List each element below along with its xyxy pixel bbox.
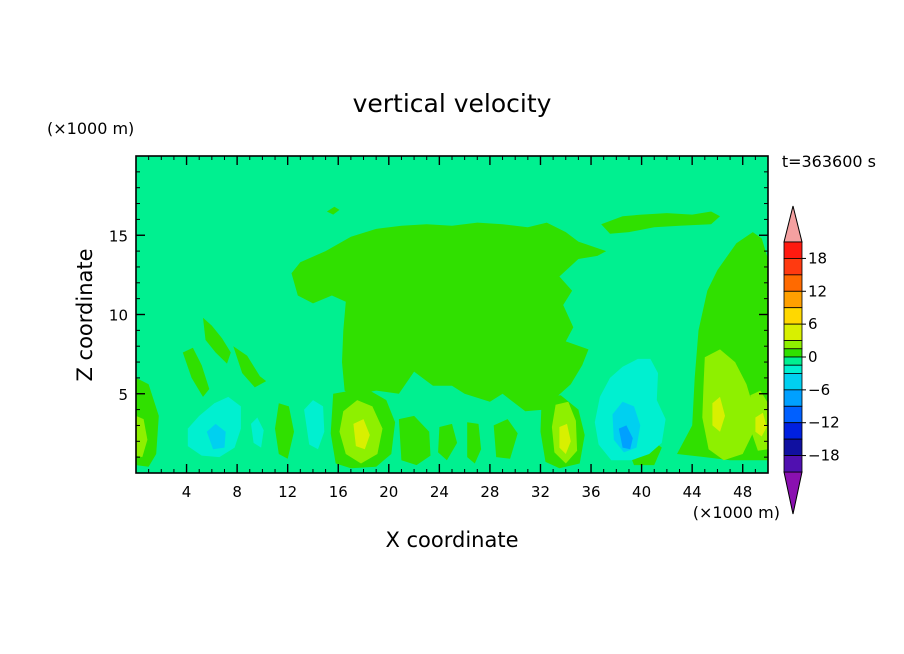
colorbar-swatch	[783, 307, 803, 325]
colorbar-swatch	[783, 389, 803, 407]
contour-region-6	[233, 346, 267, 388]
x-axis: 4 8 12 16 20 24 28 32 36 40 44 48	[148, 156, 756, 501]
contour-region-0	[291, 222, 607, 412]
contour-fill-layer	[136, 206, 768, 469]
contour-region-30	[206, 423, 226, 450]
contour-region-11	[467, 422, 482, 464]
x-unit-label: (×1000 m)	[693, 503, 780, 522]
y-tick-label: 5	[118, 386, 128, 404]
time-label: t=363600 s	[782, 152, 876, 171]
colorbar-tick-label: 6	[808, 315, 818, 333]
contour-region-24	[755, 412, 767, 437]
contour-region-16	[702, 349, 755, 461]
x-tick-label: 48	[733, 483, 752, 501]
chart-title: vertical velocity	[353, 89, 552, 118]
x-tick-label: 16	[329, 483, 348, 501]
colorbar-tick-label: −12	[808, 414, 840, 432]
contour-region-5	[182, 347, 210, 397]
colorbar: 18 12 6 0 −6 −12 −18	[783, 205, 840, 515]
colorbar-swatch	[783, 373, 803, 391]
colorbar-swatch	[783, 364, 803, 374]
colorbar-swatch	[783, 241, 803, 259]
colorbar-over-arrow	[783, 205, 803, 243]
contour-region-31	[618, 425, 633, 450]
contour-region-28	[251, 417, 264, 448]
x-tick-label: 28	[480, 483, 499, 501]
colorbar-tick-label: −18	[808, 447, 840, 465]
colorbar-swatch	[783, 348, 803, 358]
colorbar-swatch	[783, 323, 803, 341]
x-tick-label: 4	[182, 483, 192, 501]
x-tick-label: 40	[632, 483, 651, 501]
x-axis-label: X coordinate	[385, 528, 518, 552]
x-tick-label: 36	[581, 483, 600, 501]
contour-region-4	[203, 317, 231, 364]
colorbar-swatch	[783, 274, 803, 292]
colorbar-tick-label: −6	[808, 381, 830, 399]
contour-region-1	[601, 211, 720, 234]
colorbar-swatch	[783, 258, 803, 276]
contour-region-8	[275, 403, 294, 459]
contour-region-21	[353, 419, 370, 450]
colorbar-swatch	[783, 340, 803, 350]
colorbar-swatch	[783, 290, 803, 309]
colorbar-tick-label: 18	[808, 249, 827, 267]
x-tick-label: 24	[430, 483, 449, 501]
contour-region-12	[398, 415, 431, 466]
y-tick-label: 10	[109, 307, 128, 325]
x-tick-label: 12	[278, 483, 297, 501]
contour-region-20	[136, 415, 148, 458]
y-tick-label: 15	[109, 227, 128, 245]
colorbar-swatch	[783, 422, 803, 440]
colorbar-under-arrow	[783, 471, 803, 515]
colorbar-swatch	[783, 438, 803, 456]
y-unit-label: (×1000 m)	[47, 119, 134, 138]
x-tick-label: 20	[379, 483, 398, 501]
x-tick-label: 44	[683, 483, 702, 501]
contour-region-2	[326, 206, 340, 215]
colorbar-swatch	[783, 455, 803, 473]
colorbar-tick-label: 12	[808, 282, 827, 300]
contour-region-13	[438, 423, 458, 461]
x-tick-label: 32	[531, 483, 550, 501]
colorbar-tick-label: 0	[808, 348, 818, 366]
y-axis: 5 10 15	[109, 171, 768, 458]
contour-region-23	[712, 396, 725, 432]
contour-region-14	[493, 419, 518, 459]
contour-region-22	[559, 423, 571, 454]
colorbar-swatch	[783, 356, 803, 366]
x-tick-label: 8	[232, 483, 242, 501]
contour-region-27	[304, 400, 325, 450]
y-axis-label: Z coordinate	[73, 248, 97, 381]
colorbar-swatch	[783, 405, 803, 424]
